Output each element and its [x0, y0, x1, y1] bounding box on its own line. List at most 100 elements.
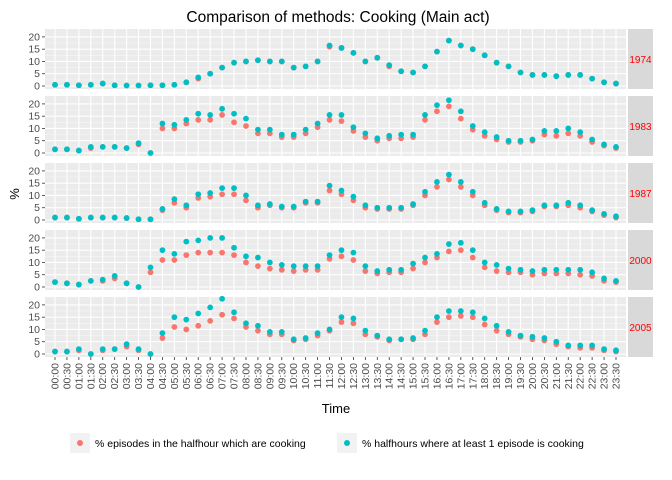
- data-point: [362, 130, 369, 137]
- x-tick-label: 21:00: [551, 363, 563, 389]
- data-point: [326, 182, 333, 189]
- data-point: [457, 183, 464, 190]
- data-point: [422, 254, 428, 261]
- data-point: [75, 82, 82, 89]
- data-point: [266, 329, 273, 335]
- data-point: [266, 265, 273, 272]
- data-point: [577, 202, 584, 209]
- data-point: [434, 102, 440, 109]
- data-point: [278, 262, 285, 268]
- x-tick-label: 12:00: [336, 363, 348, 389]
- x-tick-label: 05:30: [181, 363, 193, 389]
- data-point: [445, 171, 452, 178]
- legend-marker: [77, 440, 83, 446]
- legend-label: % episodes in the halfhour which are coo…: [95, 438, 306, 450]
- data-point: [243, 192, 249, 199]
- x-tick-label: 09:00: [264, 363, 276, 389]
- y-tick-label: 10: [28, 123, 40, 135]
- y-tick-label: 5: [34, 202, 40, 214]
- data-point: [302, 335, 309, 341]
- data-point: [75, 281, 82, 288]
- data-point: [195, 191, 202, 198]
- data-point: [326, 116, 333, 123]
- panel-background: [45, 96, 626, 156]
- x-tick-label: 22:00: [575, 363, 587, 389]
- data-point: [135, 346, 142, 352]
- x-tick-label: 18:00: [479, 363, 491, 389]
- data-point: [386, 62, 393, 69]
- data-point: [183, 202, 190, 209]
- data-point: [410, 265, 416, 272]
- data-point: [219, 191, 226, 198]
- panel-background: [45, 297, 626, 357]
- data-point: [386, 266, 393, 273]
- y-tick-label: 5: [34, 135, 40, 147]
- x-tick-label: 23:00: [599, 363, 611, 389]
- data-point: [52, 348, 58, 355]
- data-point: [493, 322, 500, 329]
- data-point: [183, 79, 190, 86]
- data-point: [517, 208, 524, 215]
- data-point: [326, 252, 333, 258]
- data-point: [410, 335, 416, 341]
- data-point: [505, 137, 512, 144]
- data-point: [255, 57, 261, 64]
- y-tick-label: 20: [28, 98, 40, 110]
- data-point: [410, 260, 416, 267]
- data-point: [135, 216, 142, 223]
- x-tick-label: 11:30: [324, 363, 336, 389]
- data-point: [481, 52, 488, 59]
- data-point: [529, 136, 536, 143]
- data-point: [445, 97, 452, 104]
- x-tick-label: 03:00: [121, 363, 133, 389]
- data-point: [553, 73, 560, 80]
- data-point: [266, 259, 273, 266]
- x-tick-label: 21:30: [563, 363, 575, 389]
- data-point: [338, 118, 345, 124]
- data-point: [207, 112, 214, 118]
- data-point: [362, 263, 369, 270]
- data-point: [171, 314, 178, 321]
- data-point: [243, 320, 249, 327]
- data-point: [231, 59, 237, 66]
- data-point: [111, 273, 118, 279]
- data-point: [302, 198, 309, 205]
- data-point: [195, 74, 202, 81]
- data-point: [362, 202, 369, 209]
- data-point: [481, 199, 488, 206]
- data-point: [350, 257, 357, 263]
- data-point: [434, 183, 440, 190]
- data-point: [64, 214, 70, 221]
- data-point: [505, 208, 512, 215]
- data-point: [219, 105, 226, 112]
- data-point: [469, 247, 476, 254]
- data-point: [314, 120, 321, 127]
- data-point: [493, 206, 500, 212]
- data-point: [219, 249, 226, 256]
- data-point: [207, 304, 214, 311]
- data-point: [64, 280, 70, 287]
- data-point: [434, 314, 440, 321]
- data-point: [255, 254, 261, 261]
- data-point: [434, 179, 440, 185]
- data-point: [207, 70, 214, 77]
- data-point: [541, 266, 548, 273]
- data-point: [565, 72, 572, 78]
- x-tick-label: 17:30: [467, 363, 479, 389]
- data-point: [231, 185, 237, 191]
- data-point: [541, 202, 548, 209]
- data-point: [529, 268, 536, 274]
- x-tick-label: 01:30: [85, 363, 97, 389]
- x-tick-label: 06:00: [193, 363, 205, 389]
- y-tick-label: 20: [28, 165, 40, 177]
- data-point: [207, 116, 214, 123]
- y-tick-label: 15: [28, 178, 40, 190]
- data-point: [457, 247, 464, 254]
- x-axis: 00:00 00:30 01:00 01:30 02:00 02:30 03:00 03:30…: [50, 357, 623, 389]
- data-point: [135, 82, 142, 89]
- y-tick-label: 20: [28, 299, 40, 311]
- data-point: [75, 147, 82, 154]
- x-tick-label: 01:00: [73, 363, 85, 389]
